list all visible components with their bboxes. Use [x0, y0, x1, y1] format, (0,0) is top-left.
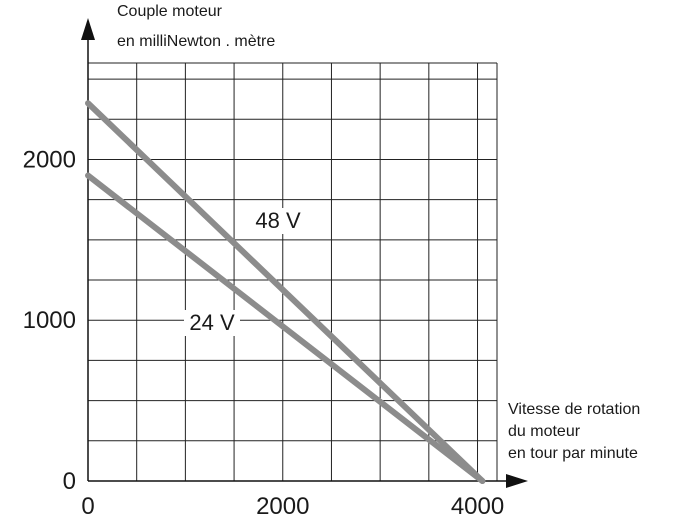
series-line-24v	[85, 172, 486, 484]
x-tick-label: 2000	[256, 493, 309, 520]
series-lines	[85, 100, 486, 484]
series-line-48v	[85, 100, 486, 484]
axes	[81, 18, 528, 488]
series-label: 48 V	[255, 208, 301, 233]
grid	[88, 62, 498, 481]
chart-text: 48 V 24 V 0 1000 2000 0 2000 4000 Couple moteur e…	[23, 3, 641, 520]
x-axis-arrow-icon	[506, 474, 528, 488]
x-axis-title-line: du moteur	[508, 423, 581, 440]
x-tick-label: 4000	[451, 493, 504, 520]
y-axis-title-line: Couple moteur	[117, 3, 223, 20]
y-axis-title-line: en milliNewton . mètre	[117, 33, 275, 50]
series-label-background	[250, 208, 306, 234]
y-tick-label: 2000	[23, 146, 76, 173]
series-label-background	[184, 310, 240, 336]
series-label: 24 V	[189, 310, 235, 335]
y-tick-label: 1000	[23, 307, 76, 334]
y-tick-label: 0	[63, 468, 76, 495]
x-axis-title-line: en tour par minute	[508, 445, 638, 462]
x-axis-title-line: Vitesse de rotation	[508, 401, 640, 418]
x-tick-label: 0	[81, 493, 94, 520]
y-axis-arrow-icon	[81, 18, 95, 40]
